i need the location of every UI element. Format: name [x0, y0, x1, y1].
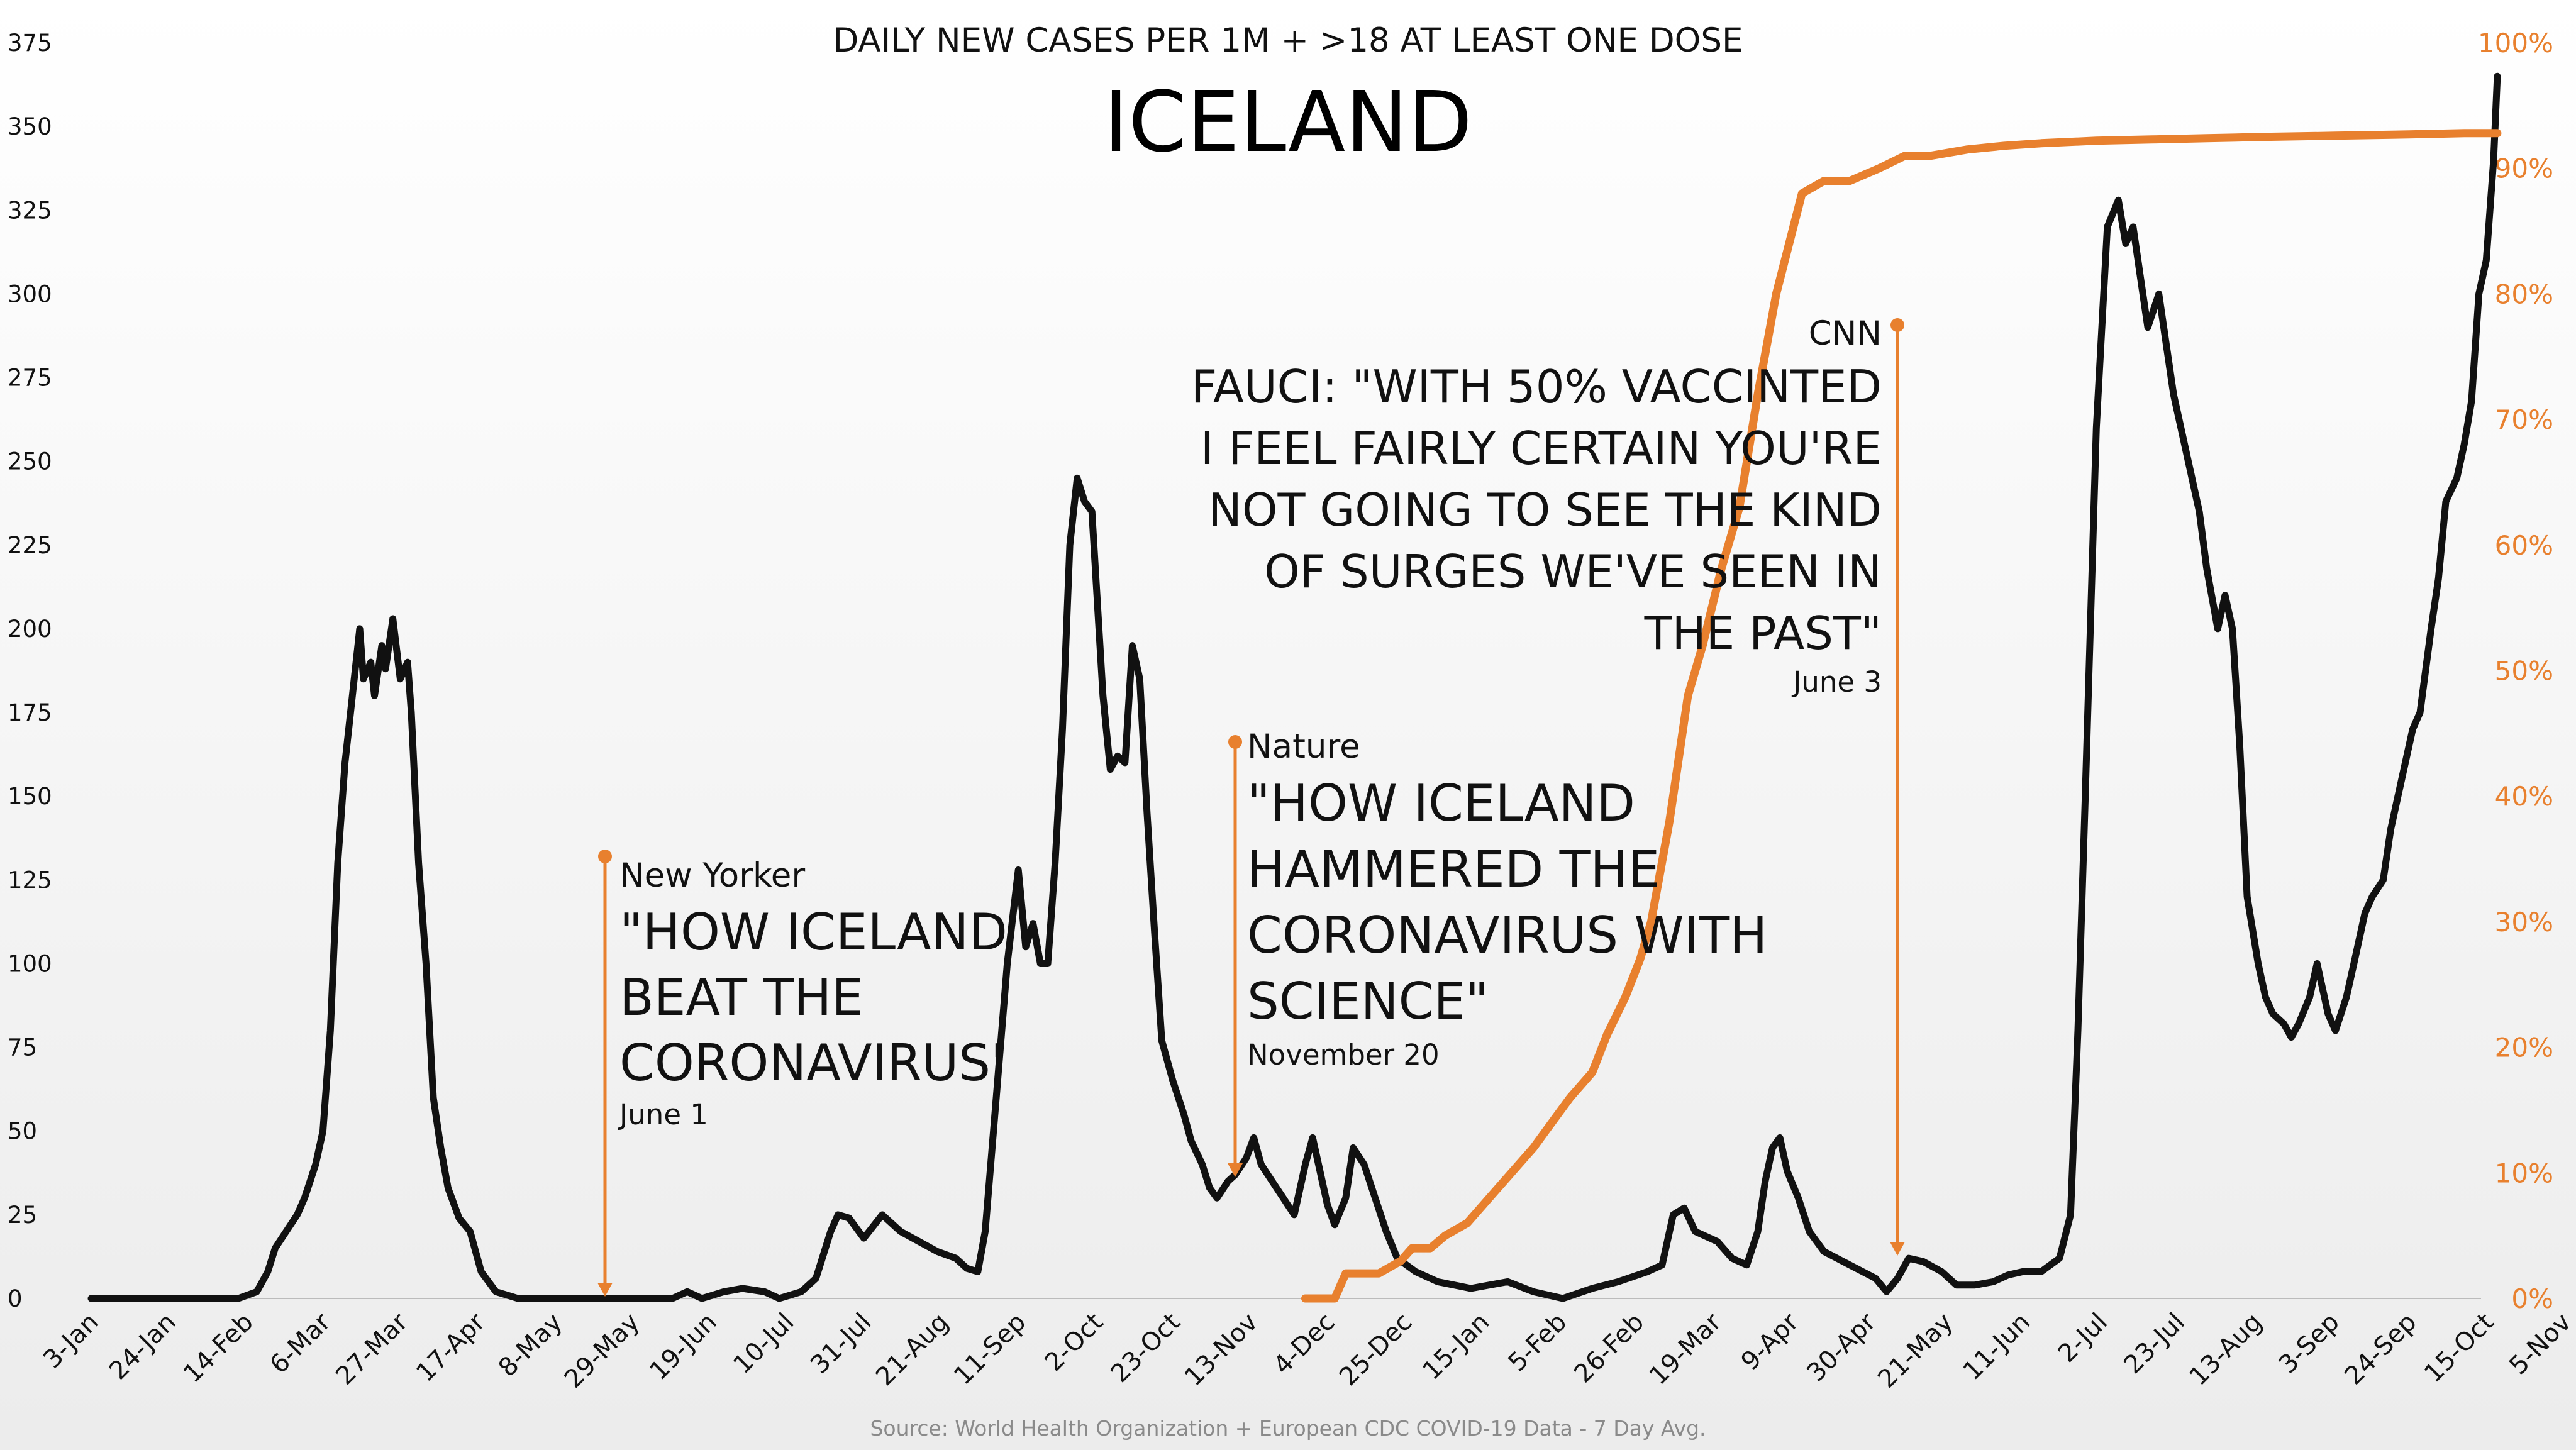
- right-y-tick-label: 10%: [2495, 1158, 2553, 1188]
- right-y-axis: 0% 10% 20% 30% 40% 50% 60% 70% 80% 90% 100%: [2478, 28, 2553, 1314]
- left-y-tick-label: 125: [8, 866, 52, 894]
- annotation-date-cnn: June 3: [1791, 665, 1882, 699]
- annotation-headline-cnn-4: OF SURGES WE'VE SEEN IN: [1264, 545, 1882, 598]
- left-y-tick-label: 50: [8, 1118, 37, 1145]
- left-y-tick-label: 225: [8, 532, 52, 559]
- left-y-tick-label: 200: [8, 616, 52, 643]
- annotation-date-nature: November 20: [1247, 1038, 1440, 1071]
- annotation-headline-new-yorker-2: BEAT THE: [619, 968, 863, 1027]
- annotation-new-yorker: New Yorker "HOW ICELAND BEAT THE CORONAV…: [597, 850, 1008, 1297]
- chart-source: Source: World Health Organization + Euro…: [870, 1416, 1706, 1441]
- left-y-tick-label: 375: [8, 30, 52, 57]
- annotation-headline-nature-3: CORONAVIRUS WITH: [1247, 906, 1767, 965]
- right-y-tick-label: 50%: [2495, 656, 2553, 687]
- right-y-tick-label: 90%: [2495, 153, 2553, 184]
- left-y-tick-label: 250: [8, 448, 52, 475]
- left-y-tick-label: 300: [8, 280, 52, 307]
- right-y-tick-label: 100%: [2478, 28, 2553, 58]
- left-y-tick-label: 25: [8, 1202, 37, 1229]
- right-y-tick-label: 60%: [2495, 530, 2553, 561]
- annotation-headline-cnn-3: NOT GOING TO SEE THE KIND: [1208, 484, 1882, 536]
- annotation-dot-new-yorker: [598, 850, 612, 863]
- annotation-source-new-yorker: New Yorker: [619, 856, 805, 895]
- left-y-tick-label: 150: [8, 783, 52, 810]
- annotation-headline-nature-4: SCIENCE": [1247, 972, 1489, 1031]
- annotation-headline-cnn-2: I FEEL FAIRLY CERTAIN YOU'RE: [1201, 422, 1882, 475]
- left-y-tick-label: 325: [8, 197, 52, 224]
- annotation-date-new-yorker: June 1: [618, 1098, 708, 1131]
- annotation-cnn: CNN FAUCI: "WITH 50% VACCINTED I FEEL FA…: [1191, 314, 1905, 1256]
- annotation-headline-cnn-5: THE PAST": [1644, 607, 1882, 660]
- annotation-source-cnn: CNN: [1809, 314, 1882, 353]
- right-y-tick-label: 70%: [2495, 404, 2553, 435]
- left-y-tick-label: 275: [8, 365, 52, 392]
- annotation-nature: Nature "HOW ICELAND HAMMERED THE CORONAV…: [1228, 728, 1767, 1177]
- chart-subtitle: DAILY NEW CASES PER 1M + >18 AT LEAST ON…: [833, 21, 1743, 60]
- left-y-tick-label: 175: [8, 699, 52, 726]
- right-y-tick-label: 30%: [2495, 907, 2553, 938]
- series-line-daily-cases: [87, 72, 2501, 1302]
- annotation-arrow-new-yorker: [597, 1283, 613, 1297]
- annotation-dot-nature: [1228, 735, 1242, 749]
- right-y-tick-label: 40%: [2495, 781, 2553, 812]
- left-y-axis: 0 25 50 75 100 125 150 175 200 225 250 275 300 325 350…: [8, 30, 52, 1312]
- annotation-headline-cnn-1: FAUCI: "WITH 50% VACCINTED: [1191, 360, 1882, 413]
- left-y-tick-label: 100: [8, 950, 52, 977]
- annotation-headline-nature-1: "HOW ICELAND: [1247, 774, 1635, 833]
- series-line-at-least-one-dose: [1301, 129, 2502, 1303]
- annotation-headline-new-yorker-1: "HOW ICELAND: [619, 903, 1008, 961]
- left-y-tick-label: 0: [8, 1285, 23, 1312]
- annotation-headline-new-yorker-3: CORONAVIRUS': [619, 1034, 1004, 1092]
- annotation-dot-cnn: [1890, 318, 1904, 332]
- left-y-tick-label: 75: [8, 1034, 37, 1061]
- left-y-tick-label: 350: [8, 113, 52, 140]
- annotation-arrow-cnn: [1890, 1242, 1905, 1256]
- chart-title: ICELAND: [1104, 74, 1472, 171]
- annotation-arrow-nature: [1228, 1163, 1243, 1177]
- annotation-source-nature: Nature: [1247, 728, 1360, 766]
- right-y-tick-label: 0%: [2511, 1283, 2553, 1314]
- right-y-tick-label: 20%: [2495, 1032, 2553, 1063]
- annotation-headline-nature-2: HAMMERED THE: [1247, 840, 1660, 899]
- right-y-tick-label: 80%: [2495, 279, 2553, 309]
